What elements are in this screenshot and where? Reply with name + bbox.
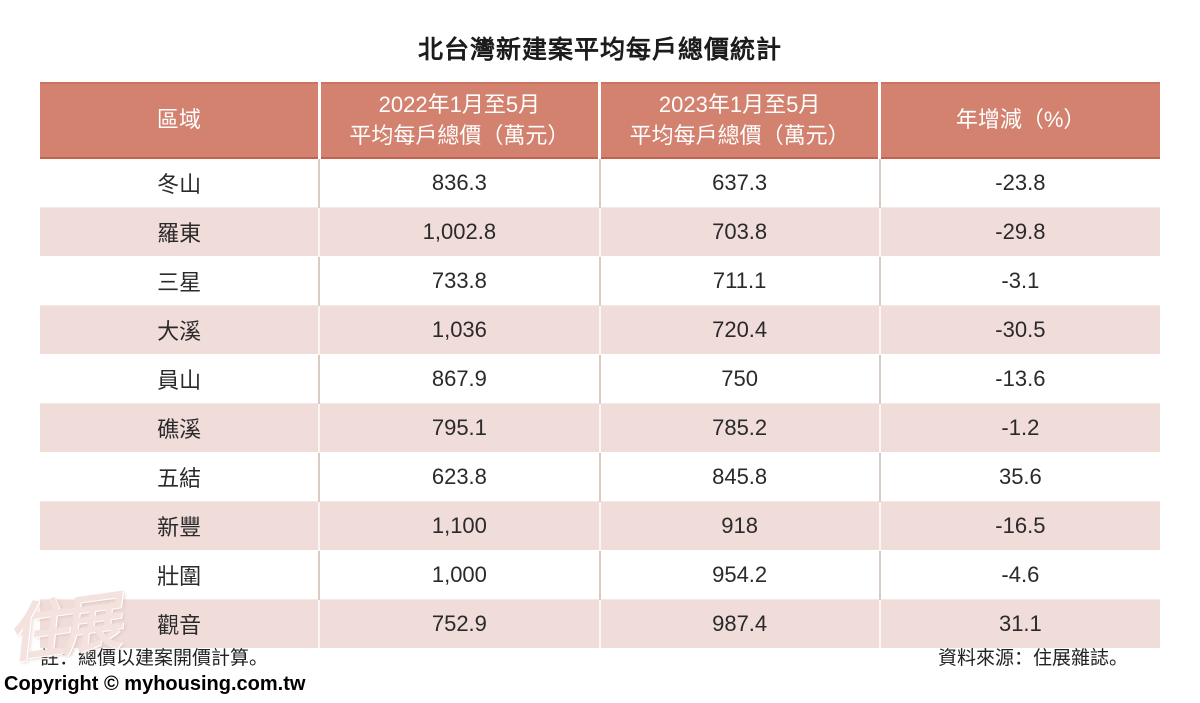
yoy-change-cell: -16.5: [878, 501, 1160, 551]
table-row: 新豐 1,100 918 -16.5: [40, 501, 1160, 551]
region-cell: 冬山: [40, 158, 320, 208]
yoy-change-cell: -4.6: [878, 550, 1160, 600]
region-cell: 員山: [40, 354, 320, 404]
note-calculation: 註：總價以建案開價計算。: [40, 648, 269, 669]
region-cell: 新豐: [40, 501, 320, 551]
region-cell: 五結: [40, 452, 320, 502]
table-row: 大溪 1,036 720.4 -30.5: [40, 305, 1160, 355]
price-2022-cell: 752.9: [318, 599, 600, 649]
yoy-change-cell: 31.1: [878, 599, 1160, 649]
table-row: 觀音 752.9 987.4 31.1: [40, 599, 1160, 649]
table-row: 員山 867.9 750 -13.6: [40, 354, 1160, 404]
price-2023-cell: 845.8: [598, 452, 880, 502]
region-cell: 礁溪: [40, 403, 320, 453]
price-2022-cell: 795.1: [318, 403, 600, 453]
table-row: 壯圍 1,000 954.2 -4.6: [40, 550, 1160, 600]
footnotes: 註：總價以建案開價計算。 資料來源：住展雜誌。: [0, 643, 1200, 670]
price-2022-cell: 1,000: [318, 550, 600, 600]
region-cell: 觀音: [40, 599, 320, 649]
table-row: 礁溪 795.1 785.2 -1.2: [40, 403, 1160, 453]
price-2023-cell: 750: [598, 354, 880, 404]
price-2022-cell: 1,002.8: [318, 207, 600, 257]
yoy-change-cell: -29.8: [878, 207, 1160, 257]
price-2022-cell: 836.3: [318, 158, 600, 208]
table-header: 區域 2022年1月至5月 平均每戶總價（萬元） 2023年1月至5月 平均每戶…: [40, 82, 1160, 159]
price-2022-cell: 1,036: [318, 305, 600, 355]
table-row: 五結 623.8 845.8 35.6: [40, 452, 1160, 502]
region-cell: 三星: [40, 256, 320, 306]
price-2023-cell: 785.2: [598, 403, 880, 453]
yoy-change-cell: 35.6: [878, 452, 1160, 502]
price-2022-cell: 733.8: [318, 256, 600, 306]
region-cell: 壯圍: [40, 550, 320, 600]
page-title: 北台灣新建案平均每戶總價統計: [417, 36, 782, 64]
region-cell: 羅東: [40, 207, 320, 257]
price-2023-cell: 918: [598, 501, 880, 551]
price-2022-cell: 623.8: [318, 452, 600, 502]
price-2023-cell: 637.3: [598, 158, 880, 208]
column-header-region: 區域: [40, 82, 320, 159]
yoy-change-cell: -1.2: [878, 403, 1160, 453]
column-header-yoy-change: 年增減（%）: [878, 82, 1160, 159]
region-cell: 大溪: [40, 305, 320, 355]
price-2022-cell: 867.9: [318, 354, 600, 404]
column-header-2023-avg-price: 2023年1月至5月 平均每戶總價（萬元）: [597, 82, 880, 159]
yoy-change-cell: -30.5: [878, 305, 1160, 355]
table-body: 冬山 836.3 637.3 -23.8 羅東 1,002.8 703.8 -29.8 三星 73…: [40, 158, 1160, 649]
price-2023-cell: 720.4: [598, 305, 880, 355]
yoy-change-cell: -23.8: [878, 158, 1160, 208]
table-row: 羅東 1,002.8 703.8 -29.8: [40, 207, 1160, 257]
price-2023-cell: 987.4: [598, 599, 880, 649]
table-row: 三星 733.8 711.1 -3.1: [40, 256, 1160, 306]
header-row: 區域 2022年1月至5月 平均每戶總價（萬元） 2023年1月至5月 平均每戶…: [40, 82, 1160, 159]
price-2022-cell: 1,100: [318, 501, 600, 551]
price-2023-cell: 703.8: [598, 207, 880, 257]
column-header-2022-avg-price: 2022年1月至5月 平均每戶總價（萬元）: [317, 82, 600, 159]
yoy-change-cell: -3.1: [878, 256, 1160, 306]
table-row: 冬山 836.3 637.3 -23.8: [40, 158, 1160, 208]
copyright-text: Copyright © myhousing.com.tw: [4, 673, 306, 695]
price-stats-table: 區域 2022年1月至5月 平均每戶總價（萬元） 2023年1月至5月 平均每戶…: [40, 82, 1160, 649]
yoy-change-cell: -13.6: [878, 354, 1160, 404]
price-2023-cell: 954.2: [598, 550, 880, 600]
price-2023-cell: 711.1: [598, 256, 880, 306]
note-source: 資料來源：住展雜誌。: [937, 648, 1128, 669]
